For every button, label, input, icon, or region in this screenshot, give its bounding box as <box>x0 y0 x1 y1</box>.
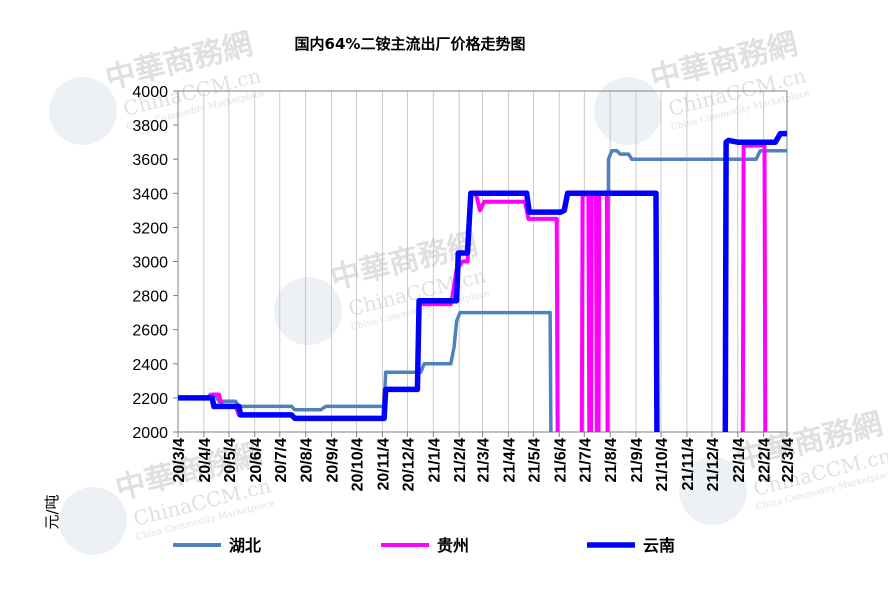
series-line <box>740 143 768 432</box>
x-tick-label: 22/1/4 <box>731 438 748 483</box>
series-3 <box>178 130 787 432</box>
x-tick-label: 20/4/4 <box>197 438 214 483</box>
chart-title: 国内64%二铵主流出厂价格走势图 <box>295 35 526 53</box>
x-tick-label: 20/8/4 <box>299 438 316 483</box>
y-tick-label: 4000 <box>132 84 168 101</box>
series-line <box>579 191 610 432</box>
globe-icon <box>594 76 663 145</box>
y-tick-label: 3000 <box>132 255 168 272</box>
series-layer <box>178 130 787 432</box>
legend-label: 云南 <box>643 536 675 555</box>
x-tick-label: 22/3/4 <box>780 438 797 483</box>
x-tick-label: 21/4/4 <box>501 438 518 483</box>
x-tick-label: 21/11/4 <box>680 438 697 491</box>
y-tick-label: 2000 <box>132 425 168 442</box>
y-tick-label: 3200 <box>132 220 168 237</box>
globe-icon <box>274 276 343 345</box>
y-tick-label: 2800 <box>132 289 168 306</box>
x-tick-label: 20/11/4 <box>375 438 392 491</box>
x-tick-label: 21/1/4 <box>426 438 443 483</box>
x-tick-label: 20/5/4 <box>222 438 239 483</box>
series-line <box>605 148 787 432</box>
x-tick-label: 21/5/4 <box>526 438 543 483</box>
globe-icon <box>679 456 748 525</box>
series-line <box>722 130 787 432</box>
x-tick-label: 20/9/4 <box>325 438 342 483</box>
x-tick-label: 20/10/4 <box>350 438 367 491</box>
x-tick-label: 21/12/4 <box>705 438 722 491</box>
x-tick-label: 21/3/4 <box>476 438 493 483</box>
x-tick-label: 21/8/4 <box>603 438 620 483</box>
series-line <box>178 190 660 432</box>
y-tick-label: 3400 <box>132 186 168 203</box>
x-tick-label: 21/9/4 <box>629 438 646 483</box>
y-tick-label: 3800 <box>132 118 168 135</box>
y-tick-label: 2200 <box>132 391 168 408</box>
x-tick-label: 21/2/4 <box>452 438 469 483</box>
legend-label: 湖北 <box>229 536 261 555</box>
y-tick-label: 2400 <box>132 357 168 374</box>
chart-legend: 湖北 贵州 云南 <box>173 536 675 555</box>
plot-area: 2000 2200 2400 2600 2800 3000 3200 3400 3600 3800… <box>132 84 797 491</box>
x-tick-label: 21/6/4 <box>552 438 569 483</box>
y-axis-label: 元/吨 <box>43 494 61 529</box>
legend-label: 贵州 <box>437 536 469 555</box>
x-tick-label: 20/3/4 <box>171 438 188 483</box>
x-tick-label: 20/12/4 <box>400 438 417 491</box>
globe-icon <box>49 76 118 145</box>
x-tick-label: 20/6/4 <box>248 438 265 483</box>
x-tick-label: 21/7/4 <box>577 438 594 483</box>
y-tick-label: 2600 <box>132 323 168 340</box>
x-tick-label: 21/10/4 <box>654 438 671 491</box>
y-tick-label: 3600 <box>132 152 168 169</box>
x-tick-label: 20/7/4 <box>273 438 290 483</box>
x-tick-label: 22/2/4 <box>757 438 774 483</box>
series-1 <box>178 148 787 432</box>
series-line <box>178 310 553 432</box>
globe-icon <box>59 486 128 555</box>
